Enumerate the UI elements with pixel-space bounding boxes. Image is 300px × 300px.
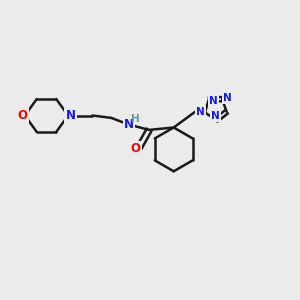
Text: N: N	[211, 111, 220, 121]
Text: N: N	[124, 118, 134, 131]
Text: N: N	[209, 96, 218, 106]
Text: N: N	[223, 93, 232, 103]
Text: N: N	[65, 109, 76, 122]
Text: N: N	[196, 107, 205, 117]
Text: O: O	[17, 109, 28, 122]
Text: H: H	[131, 113, 140, 124]
Text: O: O	[130, 142, 141, 155]
